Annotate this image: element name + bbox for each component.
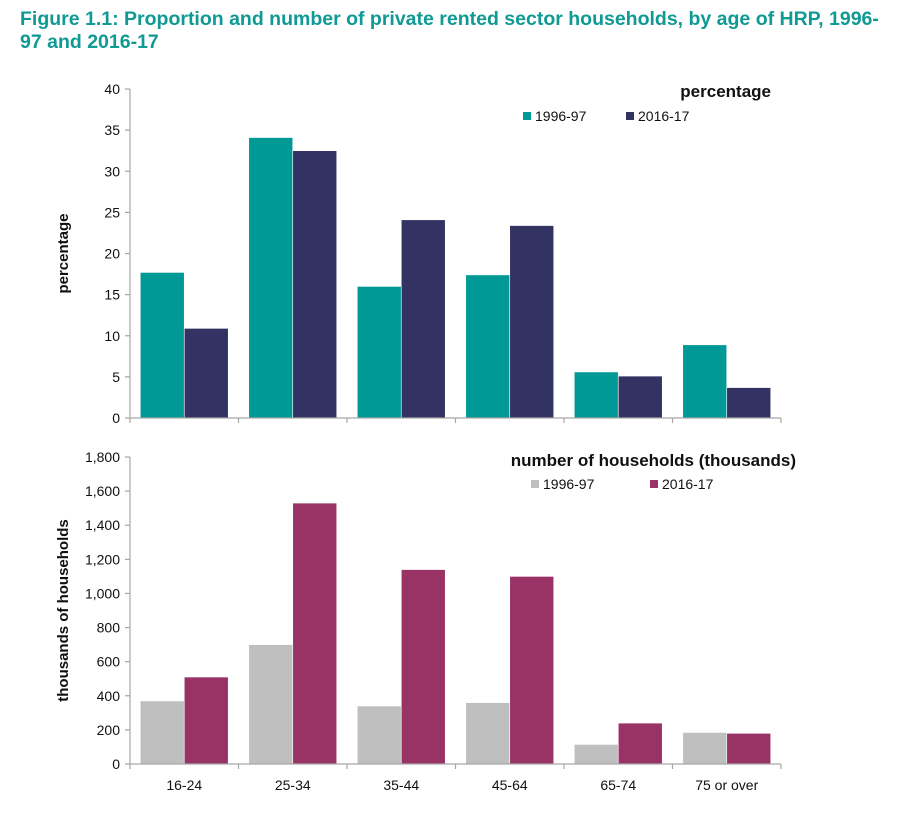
y-tick-label: 20 [104,246,120,262]
legend-label: 1996-97 [543,476,595,492]
bar-1996-97-45-64 [465,274,511,419]
y-tick-label: 1,800 [85,449,120,465]
bar-2016-17-45-64 [509,576,555,765]
y-tick-label: 1,600 [85,483,120,499]
bar-1996-97-16-24 [139,700,185,765]
bar-1996-97-35-44 [356,286,402,419]
bar-2016-17-16-24 [183,328,229,419]
bar-2016-17-65-74 [617,722,663,765]
legend-swatch-1996-97 [531,480,539,488]
legend-label: 2016-17 [638,108,690,124]
y-tick-label: 25 [104,204,120,220]
bar-2016-17-35-44 [400,219,446,419]
y-tick-label: 0 [112,410,120,426]
y-tick-label: 600 [97,654,121,670]
bar-1996-97-75-or-over [682,732,728,765]
bar-2016-17-45-64 [509,225,555,419]
bar-1996-97-25-34 [248,644,294,765]
legend-swatch-1996-97 [523,112,531,120]
y-tick-label: 1,400 [85,517,120,533]
y-tick-label: 200 [97,722,121,738]
x-tick-label: 25-34 [275,777,311,793]
bar-1996-97-65-74 [573,744,619,765]
y-tick-label: 5 [112,369,120,385]
y-tick-label: 1,000 [85,585,120,601]
figure-title: Figure 1.1: Proportion and number of pri… [20,8,879,53]
legend-swatch-2016-17 [650,480,658,488]
y-tick-label: 400 [97,688,121,704]
legend-label: 1996-97 [535,108,587,124]
bar-2016-17-16-24 [183,676,229,765]
x-tick-label: 45-64 [492,777,528,793]
x-tick-label: 75 or over [695,777,758,793]
bar-1996-97-65-74 [573,371,619,419]
y-axis-title: thousands of households [55,519,72,702]
y-tick-label: 35 [104,122,120,138]
bar-2016-17-25-34 [292,150,338,419]
bar-2016-17-75-or-over [726,732,772,765]
y-tick-label: 800 [97,620,121,636]
x-tick-label: 16-24 [166,777,202,793]
y-tick-label: 1,200 [85,551,120,567]
y-tick-label: 15 [104,287,120,303]
bar-1996-97-16-24 [139,272,185,419]
bar-1996-97-45-64 [465,702,511,765]
y-tick-label: 40 [104,81,120,97]
y-axis-title: percentage [55,213,72,293]
y-tick-label: 10 [104,328,120,344]
legend-label: 2016-17 [662,476,714,492]
legend-title: percentage [680,82,771,101]
bar-2016-17-25-34 [292,502,338,765]
bar-1996-97-75-or-over [682,344,728,419]
y-tick-label: 30 [104,163,120,179]
legend-title: number of households (thousands) [511,451,796,470]
x-tick-label: 35-44 [383,777,419,793]
bar-1996-97-35-44 [356,705,402,765]
bar-2016-17-65-74 [617,375,663,419]
y-tick-label: 0 [112,756,120,772]
bar-1996-97-25-34 [248,137,294,419]
legend-swatch-2016-17 [626,112,634,120]
x-tick-label: 65-74 [600,777,636,793]
bar-2016-17-35-44 [400,569,446,765]
bar-2016-17-75-or-over [726,387,772,419]
